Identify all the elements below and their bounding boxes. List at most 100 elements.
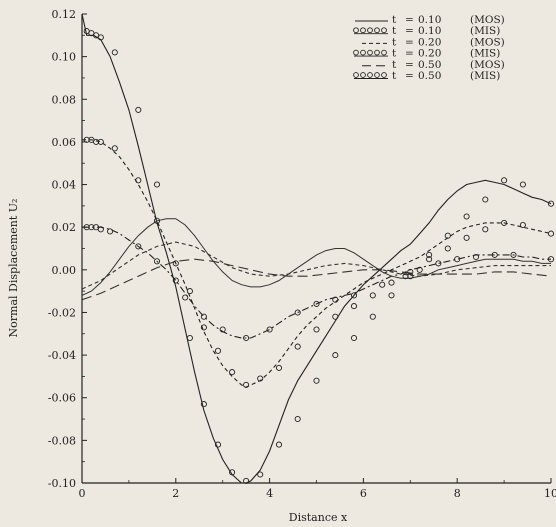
legend-marker <box>381 72 387 78</box>
x-tick-label: 8 <box>454 487 461 500</box>
legend-t-label: t <box>392 70 397 82</box>
legend-equals: = <box>405 59 414 71</box>
data-point <box>243 334 250 342</box>
data-point <box>257 375 264 382</box>
data-point <box>200 313 207 320</box>
legend-equals: = <box>405 14 414 26</box>
x-tick-label: 10 <box>544 487 556 500</box>
data-point <box>182 294 189 301</box>
legend-t-value: 0.10 <box>418 25 441 37</box>
series-line-1 <box>82 139 552 388</box>
x-tick-label: 0 <box>79 487 86 500</box>
legend-entry: t = 0.10 (MIS) <box>353 25 500 37</box>
data-point <box>332 313 339 320</box>
data-point <box>369 313 376 320</box>
legend-method: (MOS) <box>470 36 505 48</box>
data-point <box>510 251 517 258</box>
data-point <box>97 138 104 145</box>
data-point <box>482 196 489 203</box>
data-point <box>135 243 142 250</box>
data-point <box>547 200 555 207</box>
data-point <box>111 145 118 152</box>
legend-t-value: 0.10 <box>418 14 441 26</box>
x-tick-label: 4 <box>266 487 273 500</box>
y-axis-title: Normal Displacement U₂ <box>7 199 20 338</box>
data-point <box>407 273 414 280</box>
data-point <box>379 281 386 288</box>
series-line-5 <box>82 258 552 301</box>
legend: t = 0.10 (MOS) t = 0.10 (MIS) t = 0.20 (MOS) t = 0.20 (… <box>353 14 505 82</box>
legend-marker <box>360 72 366 78</box>
data-point <box>294 343 301 350</box>
data-point <box>153 181 161 188</box>
legend-marker <box>367 72 373 78</box>
data-point <box>519 221 526 229</box>
data-point <box>313 300 320 307</box>
data-point <box>454 256 461 263</box>
data-point <box>547 256 555 263</box>
axis-layer: 0.12 0.10 0.08 0.06 0.04 0.02 0.00 -0.02 -0.04 -0… <box>48 8 556 500</box>
data-point <box>275 441 283 448</box>
y-tick-label: 0.10 <box>52 51 77 64</box>
data-point <box>186 334 193 342</box>
data-point <box>332 352 339 359</box>
legend-entry: t = 0.50 (MIS) <box>353 70 500 82</box>
legend-marker <box>353 27 359 34</box>
marker-layer <box>83 28 555 484</box>
legend-marker <box>381 49 387 56</box>
legend-entry: t = 0.50 (MOS) <box>362 59 505 71</box>
data-point <box>266 326 273 333</box>
data-point <box>219 326 226 333</box>
legend-method: (MIS) <box>470 48 500 60</box>
data-point <box>111 49 118 56</box>
data-point <box>547 230 555 237</box>
y-tick-label: -0.08 <box>48 434 76 447</box>
data-point <box>463 213 470 220</box>
data-point <box>313 326 320 333</box>
data-point <box>407 268 414 275</box>
data-point <box>214 441 222 448</box>
data-point <box>153 258 161 265</box>
data-point <box>257 471 264 478</box>
data-point <box>229 369 236 376</box>
series-line-2 <box>82 226 551 339</box>
data-point <box>313 377 320 384</box>
legend-marker <box>374 72 380 78</box>
data-point <box>332 296 339 303</box>
data-point <box>200 401 207 408</box>
series-layer <box>82 13 552 483</box>
legend-method: (MOS) <box>470 59 505 71</box>
data-point <box>501 219 508 226</box>
legend-t-label: t <box>392 25 397 37</box>
y-tick-label: 0.08 <box>52 93 77 106</box>
data-point <box>294 309 301 316</box>
y-tick-label: 0.00 <box>52 264 77 277</box>
data-point <box>294 415 301 423</box>
legend-method: (MOS) <box>470 14 505 26</box>
data-point <box>426 251 433 258</box>
data-point <box>402 273 409 280</box>
data-point <box>472 253 480 261</box>
data-point <box>97 226 104 233</box>
legend-marker <box>374 49 380 56</box>
legend-t-label: t <box>392 14 397 26</box>
data-point <box>107 228 114 235</box>
legend-marker <box>353 49 359 56</box>
data-point <box>350 292 358 299</box>
legend-marker <box>381 27 387 34</box>
y-tick-label: -0.10 <box>48 477 76 490</box>
data-point <box>229 469 236 476</box>
data-point <box>97 34 104 41</box>
data-point <box>444 232 451 239</box>
data-point <box>435 260 442 267</box>
y-tick-label: -0.04 <box>48 349 76 362</box>
data-point <box>350 303 358 310</box>
legend-entry: t = 0.10 (MOS) <box>355 14 505 26</box>
data-point <box>388 292 395 299</box>
data-point <box>369 292 376 299</box>
y-tick-label: -0.06 <box>48 392 76 405</box>
legend-marker <box>360 27 366 34</box>
series-line-3 <box>82 218 551 296</box>
y-tick-label: 0.02 <box>52 221 77 234</box>
